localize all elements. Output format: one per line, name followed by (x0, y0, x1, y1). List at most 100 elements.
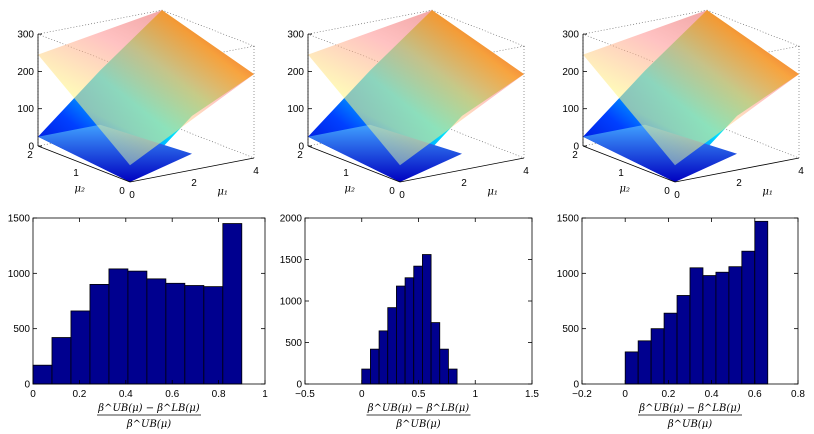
histogram-bar (637, 340, 652, 385)
x-tick-label: 0.2 (72, 389, 86, 400)
plot-frame (32, 217, 266, 385)
z-tick-label: 200 (17, 67, 34, 78)
y-tick-label: 0 (573, 380, 579, 391)
histogram-bar (754, 220, 769, 385)
histogram-bar (624, 351, 639, 385)
histogram-bar (689, 267, 704, 385)
histogram-bar (728, 266, 743, 385)
histogram-bar (650, 328, 665, 385)
z-tick-label: 300 (287, 30, 304, 41)
x-axis-label-denominator: β^UB(μ) (395, 419, 440, 430)
x-tick-label: 0.5 (412, 389, 426, 400)
y-tick-label: 500 (562, 324, 579, 335)
x-axis-label: β^UB(μ) − β^LB(μ) β^UB(μ) (366, 403, 471, 430)
lower-surface-blue-region (583, 124, 737, 182)
mu1-axis-label: μ₁ (762, 186, 773, 197)
z-tick-label: 0 (573, 142, 579, 153)
histogram-bar (413, 265, 423, 385)
x-tick-label: 0.2 (661, 389, 675, 400)
x-tick-label: 1 (472, 389, 478, 400)
upper-surface (308, 10, 524, 166)
x-axis-label-numerator: β^UB(μ) − β^LB(μ) (638, 403, 741, 414)
mu2-axis-line (37, 145, 131, 183)
x-axis-label-denominator: β^UB(μ) (667, 419, 712, 430)
mu1-axis-line (399, 157, 525, 183)
mu1-axis-line (129, 157, 255, 183)
z-tick-label: 200 (562, 67, 579, 78)
x-axis-label-numerator: β^UB(μ) − β^LB(μ) (367, 403, 470, 414)
histogram-bar (165, 282, 186, 385)
x-tick-label: 0.6 (748, 389, 762, 400)
histogram-bar (387, 307, 397, 385)
mu2-tick-label: 2 (27, 150, 33, 161)
histogram-bar (51, 337, 72, 385)
x-tick-label: 0 (622, 389, 628, 400)
histogram-bar (702, 275, 717, 385)
y-tick-label: 1500 (8, 214, 31, 225)
z-tick-label: 0 (298, 142, 304, 153)
y-tick-label: 1000 (280, 297, 303, 308)
histogram-bar (361, 368, 371, 385)
histogram-bar (422, 254, 432, 385)
mu1-tick-label: 2 (191, 178, 197, 189)
x-axis-label: β^UB(μ) − β^LB(μ) β^UB(μ) (638, 403, 742, 430)
histogram-bar (430, 322, 441, 385)
histogram-bar (184, 285, 205, 385)
mu1-tick-label: 4 (523, 166, 529, 177)
mu2-tick-label: 2 (572, 150, 578, 161)
histogram-bar (439, 348, 449, 385)
mu1-tick-label: 2 (736, 178, 742, 189)
mu2-axis-label: μ₂ (75, 183, 86, 194)
histogram-bar (404, 277, 415, 385)
histogram-bar (32, 364, 53, 385)
x-axis-label-numerator: β^UB(μ) − β^LB(μ) (97, 403, 200, 414)
x-tick-label: −0.5 (295, 389, 315, 400)
mu1-tick-label: 4 (253, 166, 259, 177)
x-tick-label: −0.2 (572, 389, 592, 400)
histogram-bar (222, 223, 243, 385)
upper-surface (583, 10, 799, 166)
x-tick-label: 0 (30, 389, 36, 400)
histogram-bar (448, 368, 458, 385)
y-tick-label: 500 (285, 338, 302, 349)
y-tick-label: 1000 (8, 269, 31, 280)
x-tick-label: 0.8 (212, 389, 226, 400)
histogram-bar (676, 295, 691, 385)
z-tick-label: 100 (17, 104, 34, 115)
histogram-bar (203, 286, 224, 385)
histogram-bar (146, 278, 167, 385)
mu1-tick-label: 0 (674, 190, 680, 201)
histogram-bar (378, 330, 389, 385)
x-tick-label: 1 (262, 389, 268, 400)
y-tick-label: 2000 (280, 214, 303, 225)
x-axis-label: β^UB(μ) − β^LB(μ) β^UB(μ) (97, 403, 201, 430)
x-tick-label: 0.4 (119, 389, 133, 400)
histogram-bar (396, 285, 406, 385)
mu2-axis-label: μ₂ (620, 183, 631, 194)
upper-surface (38, 10, 254, 166)
mu1-tick-label: 0 (129, 190, 135, 201)
y-tick-label: 1500 (280, 255, 303, 266)
histogram-bar (715, 271, 730, 385)
z-tick-label: 100 (562, 104, 579, 115)
z-tick-label: 100 (287, 104, 304, 115)
z-tick-label: 200 (287, 67, 304, 78)
mu1-tick-label: 0 (399, 190, 405, 201)
z-tick-label: 300 (562, 30, 579, 41)
mu2-tick-label: 1 (343, 168, 349, 179)
mu2-tick-label: 0 (389, 186, 395, 197)
mu1-tick-label: 2 (461, 178, 467, 189)
histogram-bar (370, 348, 380, 385)
x-tick-label: 0.4 (705, 389, 719, 400)
histogram-bar (741, 250, 756, 385)
z-tick-label: 300 (17, 30, 34, 41)
y-tick-label: 0 (24, 380, 30, 391)
x-tick-label: 0.8 (791, 389, 805, 400)
mu2-tick-label: 2 (297, 150, 303, 161)
mu2-tick-label: 1 (618, 168, 624, 179)
mu1-axis-label: μ₁ (487, 186, 498, 197)
